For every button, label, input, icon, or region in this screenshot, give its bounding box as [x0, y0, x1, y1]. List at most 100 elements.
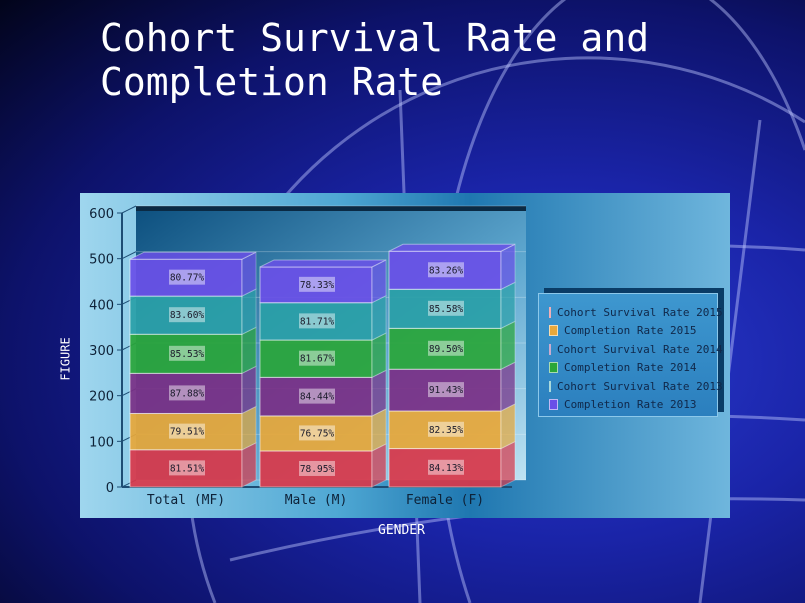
legend-label: Cohort Survival Rate 2014: [557, 342, 723, 356]
legend-label: Completion Rate 2013: [564, 398, 697, 412]
bar-segment-front: [259, 266, 373, 304]
bar-segment: 82.35%: [388, 403, 516, 450]
bar-segment-front: [129, 372, 243, 414]
bar-segment-front: [259, 450, 373, 488]
x-tick-label: Total (MF): [147, 493, 225, 508]
bar-segment: 78.33%: [259, 259, 387, 304]
bar-segment-front: [388, 410, 502, 450]
data-label-box: [169, 385, 205, 401]
bar-segment-front: [259, 339, 373, 378]
bar-segment: 91.43%: [388, 361, 516, 412]
data-label: 84.13%: [429, 463, 464, 474]
bar-segment-side: [371, 294, 387, 341]
data-label-box: [299, 350, 335, 366]
data-label: 78.33%: [300, 280, 335, 291]
data-label: 87.88%: [170, 388, 205, 399]
slide-title: Cohort Survival Rate and Completion Rate: [100, 16, 650, 104]
bar-segment-front: [388, 368, 502, 412]
data-label: 83.60%: [170, 310, 205, 321]
bar-segment: 78.95%: [259, 443, 387, 488]
legend-swatch: [549, 343, 551, 355]
grid-diagonal: [121, 251, 137, 260]
bar-segment: 89.50%: [388, 320, 516, 371]
x-tick-label: Female (F): [406, 493, 484, 508]
bar-segment: 83.26%: [388, 243, 516, 291]
bar-top: [129, 251, 257, 260]
data-label: 89.50%: [429, 344, 464, 355]
bar-segment: 81.67%: [259, 332, 387, 379]
bar-segment-side: [500, 361, 516, 412]
legend-swatch: [549, 362, 558, 374]
y-tick-label: 100: [89, 435, 114, 450]
data-label: 81.51%: [170, 463, 205, 474]
bar-segment-side: [241, 288, 257, 336]
bar-segment-front: [388, 448, 502, 488]
data-label-box: [299, 425, 335, 441]
legend-item: Completion Rate 2014: [549, 359, 717, 378]
bar-segment: 84.13%: [388, 440, 516, 488]
bar-segment-side: [500, 403, 516, 450]
data-label: 81.67%: [300, 354, 335, 365]
bar-segment-front: [259, 415, 373, 452]
bar-segment-side: [500, 281, 516, 330]
bar-segment-side: [500, 243, 516, 291]
bar-segment-front: [259, 376, 373, 417]
y-tick-label: 200: [89, 390, 114, 405]
bar-segment-front: [388, 288, 502, 329]
data-label: 85.58%: [429, 304, 464, 315]
legend-swatch: [549, 325, 558, 337]
bar-segment-side: [371, 259, 387, 304]
bar-segment-side: [241, 405, 257, 451]
data-label: 78.95%: [300, 464, 335, 475]
data-label: 82.35%: [429, 425, 464, 436]
y-tick-label: 600: [89, 207, 114, 222]
grid-diagonal: [121, 205, 137, 214]
data-label-box: [299, 388, 335, 404]
data-label-box: [428, 382, 464, 398]
y-tick-label: 300: [89, 344, 114, 359]
data-label: 81.71%: [300, 316, 335, 327]
bar-segment: 87.88%: [129, 365, 257, 415]
data-label-box: [299, 460, 335, 476]
bar-top: [388, 243, 516, 252]
data-label: 85.53%: [170, 349, 205, 360]
legend-item: Completion Rate 2015: [549, 322, 717, 341]
bar-segment: 83.60%: [129, 288, 257, 336]
y-tick-label: 400: [89, 298, 114, 313]
bar-segment: 81.51%: [129, 441, 257, 488]
bar-segment-side: [241, 251, 257, 297]
bar-segment-side: [371, 369, 387, 417]
bar-segment: 76.75%: [259, 408, 387, 452]
data-label: 76.75%: [300, 428, 335, 439]
data-label: 91.43%: [429, 385, 464, 396]
data-label-box: [428, 421, 464, 437]
data-label-box: [299, 276, 335, 292]
bar-segment: 84.44%: [259, 369, 387, 417]
bar-segment-side: [500, 320, 516, 371]
y-axis-label: FIGURE: [58, 337, 73, 381]
bar-segment-side: [371, 443, 387, 488]
bar-segment-side: [371, 408, 387, 452]
bar-segment-front: [129, 333, 243, 374]
data-label-box: [169, 345, 205, 361]
data-label-box: [428, 340, 464, 356]
legend-item: Cohort Survival Rate 2013: [549, 377, 723, 396]
legend-label: Cohort Survival Rate 2015: [557, 305, 723, 319]
y-tick-label: 500: [89, 253, 114, 268]
bar-segment-front: [259, 302, 373, 341]
legend-swatch: [549, 306, 551, 318]
x-axis-label: GENDER: [378, 523, 425, 538]
legend-label: Completion Rate 2015: [564, 324, 697, 338]
legend-item: Completion Rate 2013: [549, 396, 717, 415]
data-label-box: [169, 460, 205, 476]
data-label: 79.51%: [170, 427, 205, 438]
bar-top: [259, 259, 387, 268]
bar-segment: 85.53%: [129, 326, 257, 375]
legend-item: Cohort Survival Rate 2014: [549, 340, 723, 359]
bar-segment-front: [388, 327, 502, 370]
legend-swatch: [549, 399, 558, 411]
bar-segment: 79.51%: [129, 405, 257, 451]
data-label-box: [428, 459, 464, 475]
bar-segment: 85.58%: [388, 281, 516, 330]
